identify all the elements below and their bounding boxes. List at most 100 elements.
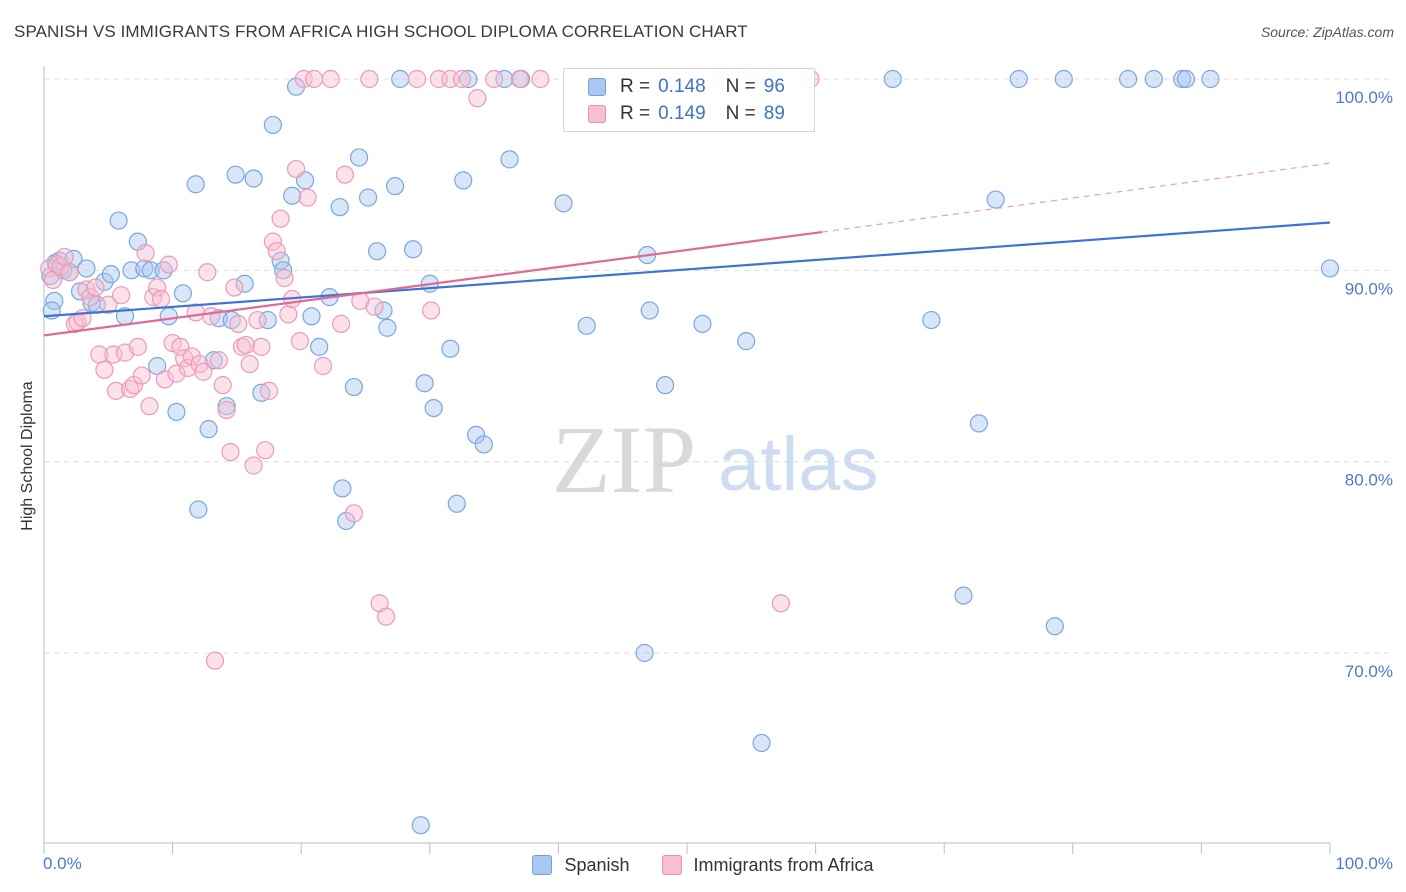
data-point <box>374 301 393 320</box>
trend-lines <box>43 162 1331 337</box>
y-tick-labels: 70.0% 80.0% 90.0% 100.0% <box>1335 88 1393 681</box>
data-point <box>378 318 397 337</box>
data-point <box>737 332 756 351</box>
data-point <box>294 69 313 89</box>
data-point <box>310 337 329 356</box>
data-point <box>267 242 286 261</box>
legend-row-spanish: R = 0.148 N = 96 <box>588 75 785 99</box>
data-point <box>1173 69 1192 89</box>
data-point <box>302 307 321 326</box>
data-point <box>337 511 356 531</box>
data-point <box>290 332 310 351</box>
data-point <box>95 360 114 379</box>
data-point <box>441 339 460 358</box>
legend-item-africa[interactable]: Immigrants from Africa <box>661 855 874 876</box>
data-point <box>367 242 387 261</box>
data-point <box>1009 69 1028 89</box>
y-tick-label: 90.0% <box>1345 279 1393 298</box>
data-point <box>459 69 478 89</box>
data-point <box>141 261 160 280</box>
data-point <box>411 816 430 835</box>
data-point <box>385 177 405 196</box>
data-point <box>344 504 364 523</box>
watermark-atlas: atlas <box>718 422 879 507</box>
data-point <box>304 69 324 89</box>
data-point <box>500 150 519 169</box>
legend-row-africa: R = 0.149 N = 89 <box>588 102 785 126</box>
data-point <box>258 310 277 330</box>
data-point <box>136 244 155 263</box>
data-point <box>403 240 423 259</box>
data-point <box>466 425 486 444</box>
data-point <box>229 314 248 334</box>
data-point <box>330 198 349 217</box>
data-point <box>531 69 550 89</box>
source-label: Source: ZipAtlas.com <box>1260 24 1394 40</box>
data-point <box>454 171 473 190</box>
data-point <box>474 435 493 454</box>
data-point <box>132 366 151 385</box>
legend-n-label: N = <box>725 103 756 124</box>
data-point <box>225 278 244 297</box>
data-point <box>344 377 364 397</box>
data-point <box>159 255 178 274</box>
data-point <box>358 188 378 207</box>
legend-swatch-africa <box>588 105 606 123</box>
data-point <box>349 148 369 167</box>
data-point <box>186 175 205 194</box>
data-point <box>244 456 263 475</box>
data-point <box>155 370 174 389</box>
data-point <box>969 414 989 433</box>
series-spanish-points <box>41 69 1340 835</box>
data-point <box>226 165 245 184</box>
trend-line-extension <box>821 162 1331 233</box>
axes <box>43 66 1331 854</box>
y-tick-label: 80.0% <box>1345 471 1393 490</box>
data-point <box>202 307 221 326</box>
data-point <box>752 733 771 753</box>
data-point <box>128 337 147 356</box>
data-point <box>298 188 317 207</box>
data-point <box>360 69 379 89</box>
data-point <box>468 89 487 108</box>
legend-r-label: R = <box>620 76 651 97</box>
data-point <box>198 263 217 282</box>
legend-swatch-spanish <box>532 855 553 875</box>
legend-label-spanish: Spanish <box>564 854 630 875</box>
watermark: ZIP atlas <box>552 406 879 513</box>
data-point <box>135 259 154 278</box>
legend-r-label: R = <box>620 103 651 124</box>
data-point <box>554 194 573 213</box>
data-point <box>447 494 466 513</box>
data-point <box>173 284 192 303</box>
data-point <box>167 402 186 422</box>
legend-r-value: 0.148 <box>658 76 706 97</box>
data-point <box>421 301 441 320</box>
data-point <box>640 301 659 320</box>
data-point <box>194 362 213 381</box>
x-tick-labels: 0.0% 100.0% <box>43 854 1393 873</box>
data-point <box>106 381 126 400</box>
data-point <box>271 209 290 228</box>
data-point <box>391 69 410 89</box>
legend-item-spanish[interactable]: Spanish <box>532 854 630 876</box>
legend-r-value: 0.149 <box>658 103 706 124</box>
data-point <box>452 69 472 89</box>
trend-line <box>43 230 823 337</box>
data-point <box>883 69 902 89</box>
data-point <box>81 288 100 307</box>
data-point <box>244 169 263 188</box>
data-point <box>151 289 171 309</box>
data-point <box>140 397 159 416</box>
data-point <box>256 441 275 460</box>
data-point <box>1320 259 1340 278</box>
data-point <box>1176 69 1196 89</box>
watermark-zip: ZIP <box>552 406 696 513</box>
data-point <box>213 376 232 395</box>
data-point <box>922 310 941 330</box>
data-point <box>424 398 443 418</box>
data-point <box>986 190 1005 209</box>
data-point <box>182 347 201 366</box>
data-point <box>148 356 167 376</box>
